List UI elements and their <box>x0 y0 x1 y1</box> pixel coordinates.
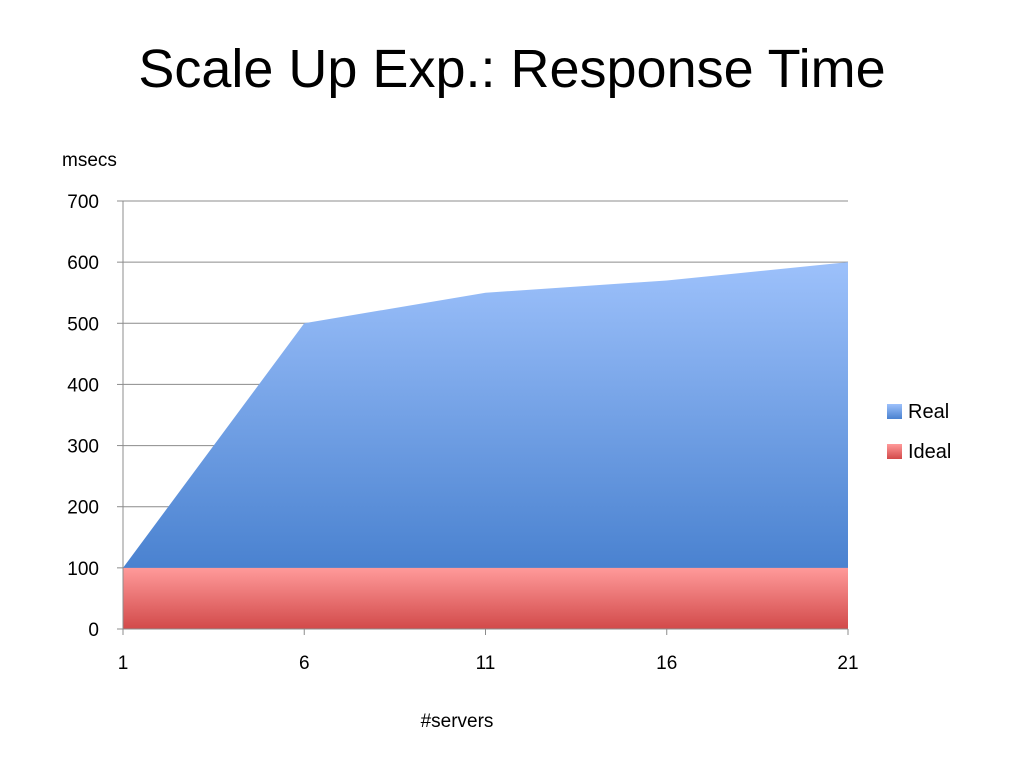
legend-label-ideal: Ideal <box>908 441 951 463</box>
axes <box>117 200 849 635</box>
area-ideal <box>123 567 848 629</box>
y-tick-label: 200 <box>67 498 99 519</box>
y-tick-label: 100 <box>67 559 99 580</box>
y-tick-label: 300 <box>67 437 99 458</box>
legend-swatch-ideal <box>887 444 902 459</box>
x-axis-title: #servers <box>421 711 494 732</box>
y-tick-label: 600 <box>67 253 99 274</box>
legend: Real Ideal <box>887 401 951 463</box>
y-tick-label: 0 <box>88 620 99 641</box>
x-tick-label: 1 <box>118 653 129 674</box>
legend-swatch-real <box>887 404 902 419</box>
y-tick-label: 700 <box>67 192 99 213</box>
x-tick-label: 6 <box>299 653 310 674</box>
series-areas <box>123 262 848 629</box>
y-tick-label: 400 <box>67 375 99 396</box>
x-tick-label: 11 <box>476 653 496 674</box>
legend-label-real: Real <box>908 401 949 423</box>
y-axis-title: msecs <box>62 150 117 171</box>
y-tick-label: 500 <box>67 314 99 335</box>
area-real <box>123 262 848 629</box>
x-tick-label: 21 <box>837 653 858 674</box>
x-tick-label: 16 <box>656 653 677 674</box>
slide-title: Scale Up Exp.: Response Time <box>138 39 886 99</box>
